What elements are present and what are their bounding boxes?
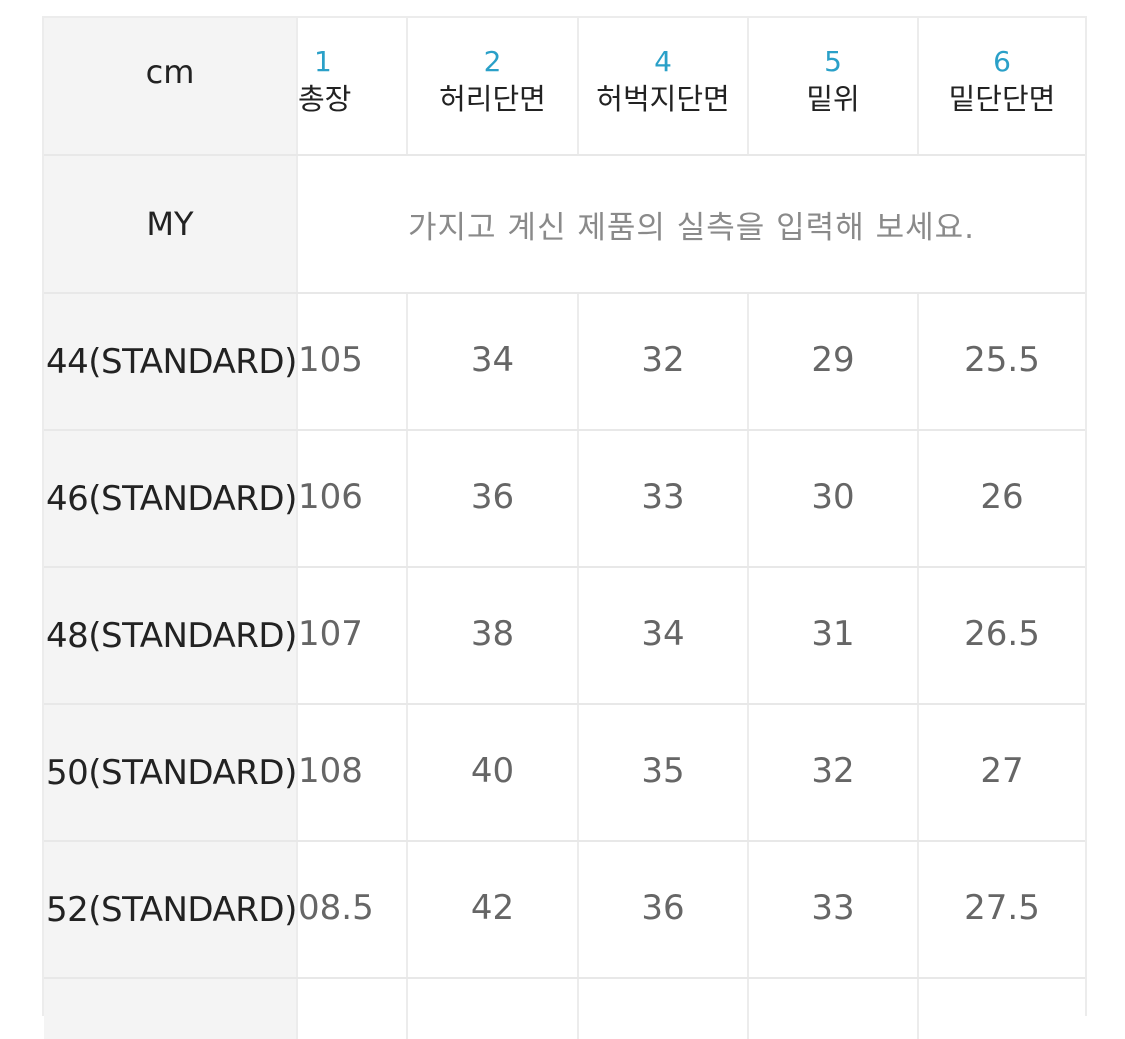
size-label: 48(STANDARD) (44, 568, 297, 703)
unit-label: cm (44, 18, 296, 154)
value-cell: 33 (577, 431, 747, 566)
value-cell: 36 (406, 431, 577, 566)
value-cell: 32 (577, 294, 747, 429)
value-cell: 29 (747, 294, 917, 429)
value-cell: 31 (747, 568, 917, 703)
value-cell-empty (296, 979, 406, 1039)
value-cell: 38 (406, 568, 577, 703)
my-row-label: MY (44, 156, 296, 292)
value-cell: 26.5 (917, 568, 1085, 703)
value-cell: 40 (406, 705, 577, 840)
value-cell: 35 (577, 705, 747, 840)
value-cell-empty (747, 979, 917, 1039)
column-label: 밑단단면 (948, 82, 1056, 116)
header-row: cm 1 총장 2 허리단면 4 허벅지단면 5 밑위 6 밑단단면 (44, 18, 1085, 156)
size-label: 46(STANDARD) (44, 431, 297, 566)
column-number: 5 (824, 45, 842, 78)
table-row: 44(STANDARD) 105 34 32 29 25.5 (44, 294, 1085, 431)
column-header-total-length: 1 총장 (296, 18, 406, 154)
value-cell: 106 (296, 431, 406, 566)
my-measurement-input[interactable]: 가지고 계신 제품의 실측을 입력해 보세요. (296, 156, 1085, 292)
size-label: 52(STANDARD) (44, 842, 297, 977)
table-row: 46(STANDARD) 106 36 33 30 26 (44, 431, 1085, 568)
column-label: 총장 (298, 82, 352, 116)
table-row: 48(STANDARD) 107 38 34 31 26.5 (44, 568, 1085, 705)
value-cell: 25.5 (917, 294, 1085, 429)
value-cell: 33 (747, 842, 917, 977)
value-cell: 27 (917, 705, 1085, 840)
table-row: 50(STANDARD) 108 40 35 32 27 (44, 705, 1085, 842)
value-cell: 32 (747, 705, 917, 840)
value-cell: 34 (406, 294, 577, 429)
value-cell: 105 (296, 294, 406, 429)
table-row-partial (44, 979, 1085, 1039)
column-header-rise: 5 밑위 (747, 18, 917, 154)
value-cell-empty (577, 979, 747, 1039)
value-cell: 42 (406, 842, 577, 977)
size-chart-table: cm 1 총장 2 허리단면 4 허벅지단면 5 밑위 6 밑단단면 MY 가지… (42, 16, 1087, 1039)
column-header-waist: 2 허리단면 (406, 18, 577, 154)
value-cell-empty (406, 979, 577, 1039)
value-cell: 08.5 (296, 842, 406, 977)
value-cell: 27.5 (917, 842, 1085, 977)
value-cell: 36 (577, 842, 747, 977)
value-cell: 108 (296, 705, 406, 840)
value-cell-empty (917, 979, 1085, 1039)
table-row: 52(STANDARD) 08.5 42 36 33 27.5 (44, 842, 1085, 979)
size-label: 50(STANDARD) (44, 705, 297, 840)
value-cell: 26 (917, 431, 1085, 566)
column-header-hem: 6 밑단단면 (917, 18, 1085, 154)
my-measurement-row[interactable]: MY 가지고 계신 제품의 실측을 입력해 보세요. (44, 156, 1085, 294)
size-label-empty (44, 979, 296, 1039)
column-number: 2 (483, 45, 502, 78)
column-header-thigh: 4 허벅지단면 (577, 18, 747, 154)
column-number: 1 (314, 45, 332, 78)
column-label: 허벅지단면 (596, 82, 730, 116)
column-number: 4 (654, 45, 672, 78)
column-label: 밑위 (806, 82, 860, 116)
value-cell: 107 (296, 568, 406, 703)
column-label: 허리단면 (439, 82, 546, 116)
size-label: 44(STANDARD) (44, 294, 297, 429)
value-cell: 30 (747, 431, 917, 566)
value-cell: 34 (577, 568, 747, 703)
column-number: 6 (993, 45, 1011, 78)
